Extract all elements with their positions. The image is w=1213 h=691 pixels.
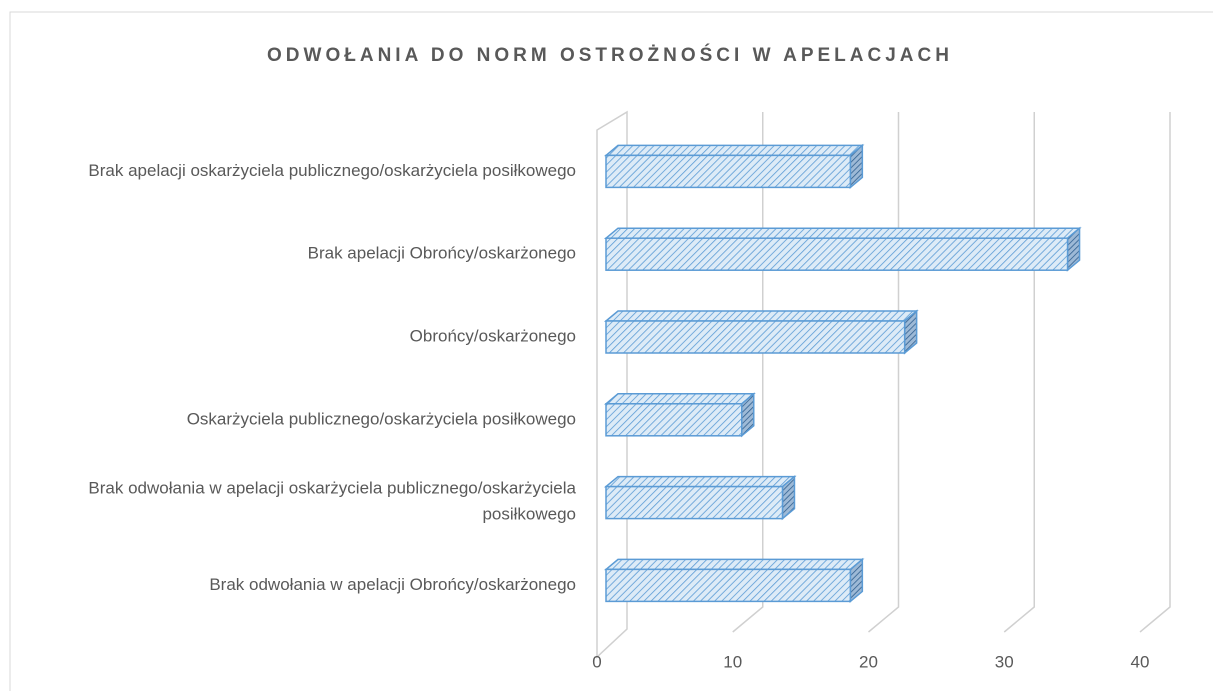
x-tick-label: 20 (859, 652, 878, 671)
grid-line (868, 112, 900, 633)
bar (605, 403, 743, 437)
y-tick-label: Obrońcy/oskarżonego (410, 326, 576, 345)
y-tick-label: Brak odwołania w apelacji oskarżyciela p… (88, 479, 576, 524)
bar-top (603, 475, 797, 488)
x-tick-label: 30 (995, 652, 1014, 671)
bar (605, 154, 852, 189)
grid-line (732, 112, 764, 633)
grid-line (1003, 112, 1035, 633)
bar-top (603, 144, 865, 157)
bar (605, 320, 906, 354)
y-tick-label: Brak apelacji oskarżyciela publicznego/o… (88, 161, 576, 180)
bar (605, 568, 852, 603)
x-tick-label: 10 (723, 652, 742, 671)
bar-top (603, 558, 865, 571)
label-line: Brak odwołania w apelacji oskarżyciela p… (88, 479, 576, 498)
chart-title: ODWOŁANIA DO NORM OSTROŻNOŚCI W APELACJA… (267, 44, 953, 66)
grid-line (1139, 112, 1171, 633)
y-tick-label: Brak apelacji Obrońcy/oskarżonego (308, 244, 576, 263)
bar (605, 237, 1069, 271)
y-tick-label: Brak odwołania w apelacji Obrońcy/oskarż… (209, 575, 576, 594)
x-tick-label: 0 (592, 652, 601, 671)
bar-top (603, 393, 756, 405)
y-tick-label: Oskarżyciela publicznego/oskarżyciela po… (187, 409, 576, 428)
side-wall (596, 110, 628, 659)
x-tick-label: 40 (1131, 652, 1150, 671)
label-line: posiłkowego (482, 505, 576, 524)
bar-top (603, 310, 919, 322)
bar-top (603, 227, 1082, 239)
bar (605, 485, 784, 520)
